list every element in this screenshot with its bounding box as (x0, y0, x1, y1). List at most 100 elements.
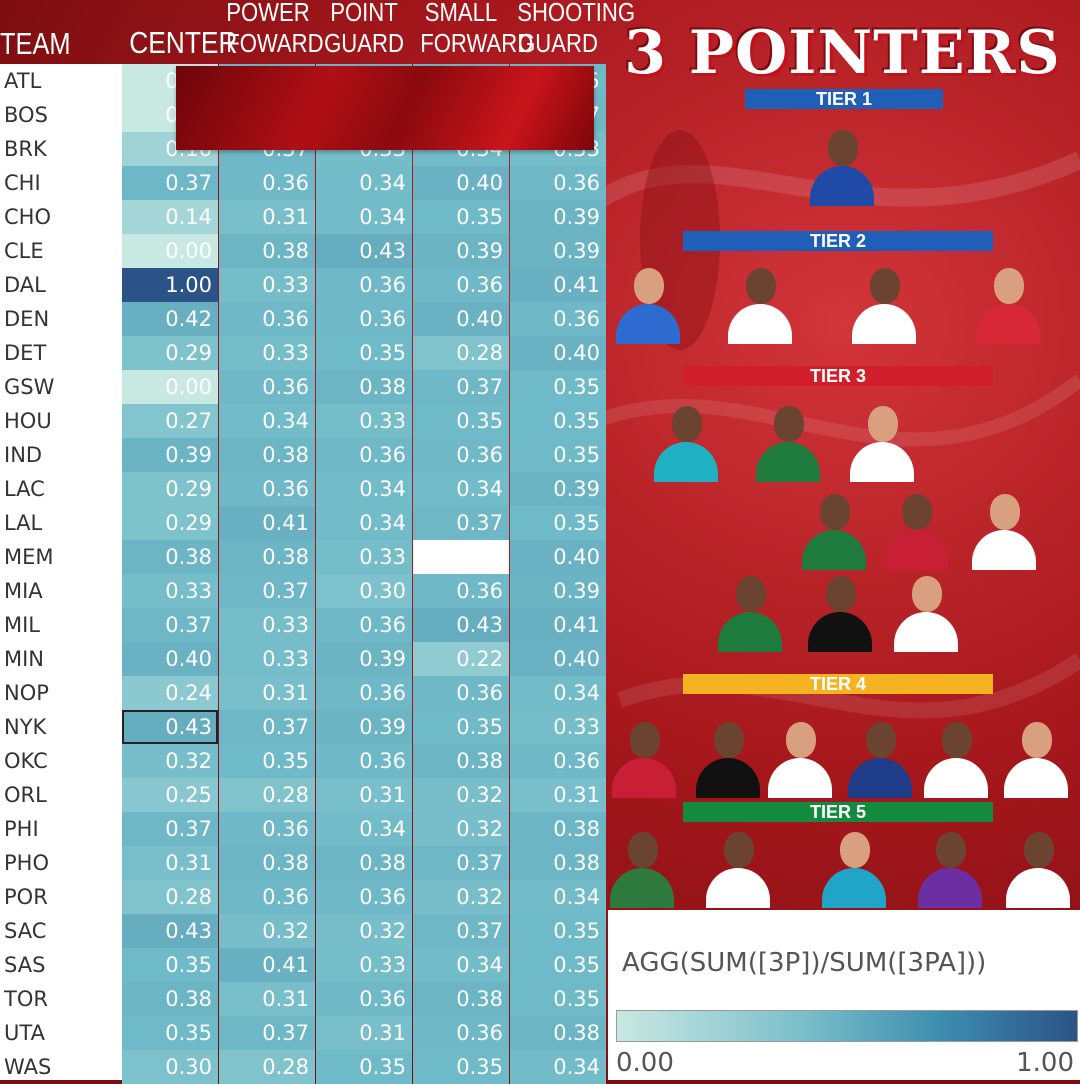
heatmap-cell[interactable]: 0.24 (122, 676, 218, 710)
heatmap-cell[interactable]: 0.30 (122, 1050, 218, 1084)
heatmap-cell[interactable]: 0.36 (510, 166, 606, 200)
heatmap-cell[interactable]: 0.35 (510, 506, 606, 540)
heatmap-cell[interactable]: 0.36 (413, 1016, 509, 1050)
heatmap-cell[interactable]: 0.38 (219, 438, 315, 472)
heatmap-cell[interactable] (413, 540, 509, 574)
heatmap-cell[interactable]: 0.36 (219, 472, 315, 506)
heatmap-cell[interactable]: 0.35 (122, 1016, 218, 1050)
heatmap-cell[interactable]: 0.36 (219, 370, 315, 404)
heatmap-cell[interactable]: 0.37 (413, 370, 509, 404)
heatmap-cell[interactable]: 0.39 (122, 438, 218, 472)
heatmap-cell[interactable]: 0.37 (413, 506, 509, 540)
heatmap-cell[interactable]: 0.33 (219, 642, 315, 676)
heatmap-cell[interactable]: 0.37 (219, 574, 315, 608)
heatmap-cell[interactable]: 0.35 (316, 1050, 412, 1084)
heatmap-cell[interactable]: 0.00 (122, 234, 218, 268)
heatmap-cell[interactable]: 0.36 (219, 302, 315, 336)
heatmap-cell[interactable]: 0.38 (510, 812, 606, 846)
heatmap-cell[interactable]: 0.28 (413, 336, 509, 370)
heatmap-cell[interactable]: 0.40 (122, 642, 218, 676)
heatmap-cell[interactable]: 0.34 (219, 404, 315, 438)
heatmap-cell[interactable]: 0.36 (316, 302, 412, 336)
heatmap-cell[interactable]: 0.30 (316, 574, 412, 608)
heatmap-cell[interactable]: 0.36 (413, 268, 509, 302)
heatmap-cell[interactable]: 0.34 (413, 472, 509, 506)
heatmap-cell[interactable]: 0.35 (510, 982, 606, 1016)
heatmap-cell[interactable]: 0.36 (316, 982, 412, 1016)
heatmap-cell[interactable]: 0.39 (510, 472, 606, 506)
heatmap-cell[interactable]: 0.39 (413, 234, 509, 268)
heatmap-cell[interactable]: 0.38 (122, 982, 218, 1016)
heatmap-cell[interactable]: 0.36 (316, 744, 412, 778)
heatmap-cell[interactable]: 0.35 (510, 438, 606, 472)
heatmap-cell[interactable]: 0.37 (219, 710, 315, 744)
heatmap-cell[interactable]: 0.39 (510, 234, 606, 268)
heatmap-cell[interactable]: 0.34 (413, 948, 509, 982)
heatmap-cell[interactable]: 0.31 (316, 778, 412, 812)
heatmap-cell[interactable]: 0.38 (413, 744, 509, 778)
heatmap-cell[interactable]: 0.32 (413, 812, 509, 846)
heatmap-cell[interactable]: 0.40 (413, 166, 509, 200)
heatmap-cell[interactable]: 0.34 (316, 812, 412, 846)
heatmap-cell[interactable]: 0.35 (510, 914, 606, 948)
heatmap-cell[interactable]: 0.39 (510, 574, 606, 608)
heatmap-cell[interactable]: 0.40 (510, 336, 606, 370)
heatmap-cell[interactable]: 0.37 (122, 608, 218, 642)
heatmap-cell[interactable]: 0.33 (219, 268, 315, 302)
heatmap-cell[interactable]: 0.36 (316, 608, 412, 642)
heatmap-cell[interactable]: 0.38 (413, 982, 509, 1016)
heatmap-cell[interactable]: 0.40 (510, 642, 606, 676)
heatmap-cell[interactable]: 0.34 (510, 1050, 606, 1084)
heatmap-cell[interactable]: 0.41 (510, 268, 606, 302)
heatmap-cell[interactable]: 1.00 (122, 268, 218, 302)
heatmap-cell[interactable]: 0.43 (122, 914, 218, 948)
heatmap-cell[interactable]: 0.31 (510, 778, 606, 812)
heatmap-cell[interactable]: 0.41 (510, 608, 606, 642)
heatmap-cell[interactable]: 0.32 (122, 744, 218, 778)
heatmap-cell[interactable]: 0.36 (510, 302, 606, 336)
heatmap-cell[interactable]: 0.43 (413, 608, 509, 642)
heatmap-cell[interactable]: 0.29 (122, 472, 218, 506)
heatmap-cell[interactable]: 0.33 (316, 948, 412, 982)
heatmap-cell[interactable]: 0.33 (510, 710, 606, 744)
heatmap-cell[interactable]: 0.34 (316, 506, 412, 540)
heatmap-cell[interactable]: 0.14 (122, 200, 218, 234)
heatmap-cell[interactable]: 0.40 (413, 302, 509, 336)
heatmap-cell[interactable]: 0.36 (316, 438, 412, 472)
heatmap-cell[interactable]: 0.36 (510, 744, 606, 778)
heatmap-cell[interactable]: 0.36 (316, 268, 412, 302)
heatmap-cell[interactable]: 0.38 (219, 540, 315, 574)
heatmap-cell[interactable]: 0.38 (510, 1016, 606, 1050)
heatmap-cell[interactable]: 0.38 (219, 846, 315, 880)
heatmap-cell[interactable]: 0.35 (413, 1050, 509, 1084)
heatmap-cell[interactable]: 0.28 (219, 1050, 315, 1084)
heatmap-cell[interactable]: 0.35 (413, 710, 509, 744)
heatmap-cell[interactable]: 0.37 (122, 812, 218, 846)
heatmap-cell[interactable]: 0.32 (219, 914, 315, 948)
heatmap-cell[interactable]: 0.40 (510, 540, 606, 574)
heatmap-cell[interactable]: 0.28 (219, 778, 315, 812)
heatmap-cell[interactable]: 0.43 (316, 234, 412, 268)
heatmap-cell[interactable]: 0.41 (219, 506, 315, 540)
heatmap-cell[interactable]: 0.37 (413, 846, 509, 880)
heatmap-cell[interactable]: 0.31 (219, 200, 315, 234)
heatmap-cell[interactable]: 0.35 (413, 404, 509, 438)
heatmap-cell[interactable]: 0.00 (122, 370, 218, 404)
heatmap-cell[interactable]: 0.33 (219, 336, 315, 370)
heatmap-cell[interactable]: 0.39 (316, 642, 412, 676)
heatmap-cell[interactable]: 0.31 (316, 1016, 412, 1050)
heatmap-cell[interactable]: 0.28 (122, 880, 218, 914)
heatmap-cell[interactable]: 0.39 (510, 200, 606, 234)
heatmap-cell[interactable]: 0.35 (510, 404, 606, 438)
heatmap-cell[interactable]: 0.36 (316, 676, 412, 710)
heatmap-cell[interactable]: 0.34 (316, 166, 412, 200)
heatmap-cell[interactable]: 0.38 (510, 846, 606, 880)
heatmap-cell[interactable]: 0.38 (122, 540, 218, 574)
heatmap-cell[interactable]: 0.32 (413, 880, 509, 914)
heatmap-cell[interactable]: 0.35 (122, 948, 218, 982)
heatmap-cell[interactable]: 0.39 (316, 710, 412, 744)
heatmap-cell[interactable]: 0.42 (122, 302, 218, 336)
heatmap-cell[interactable]: 0.38 (316, 370, 412, 404)
heatmap-cell[interactable]: 0.22 (413, 642, 509, 676)
heatmap-cell[interactable]: 0.36 (219, 812, 315, 846)
